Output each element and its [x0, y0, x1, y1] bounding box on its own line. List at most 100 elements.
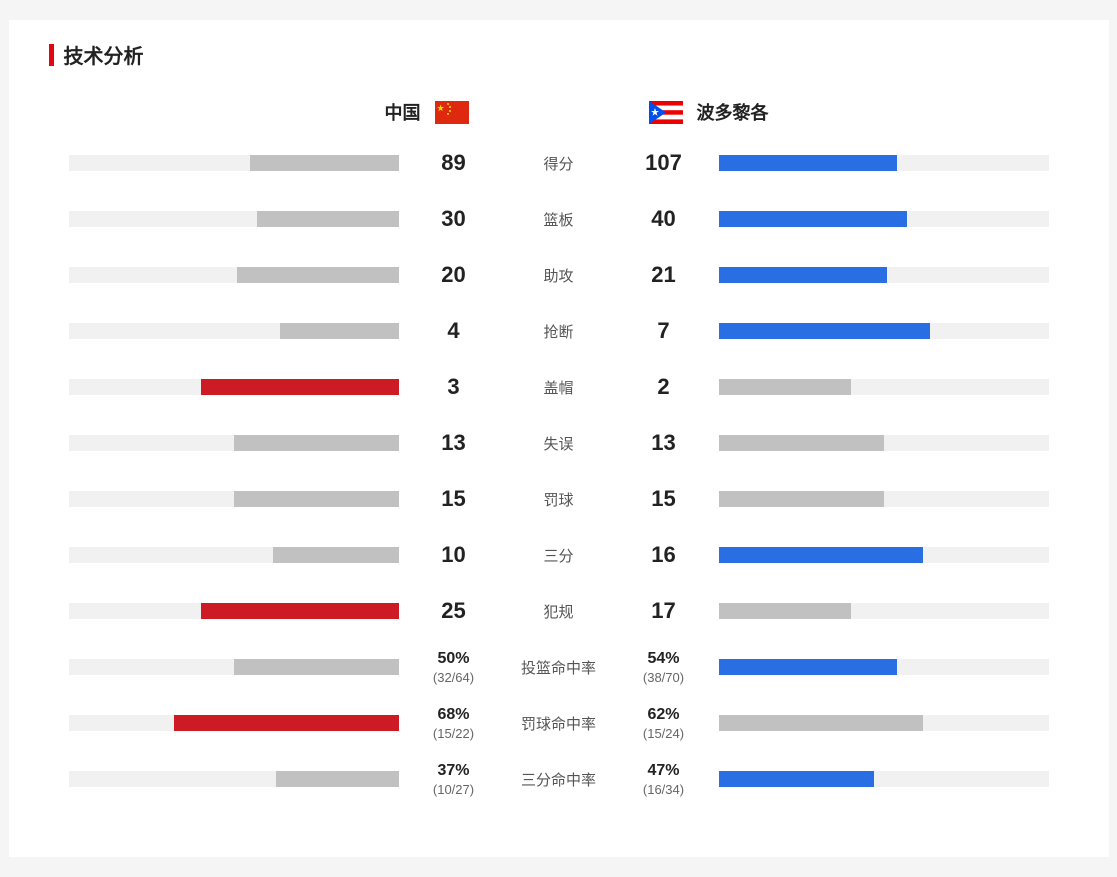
value-right-main: 7	[657, 318, 669, 344]
value-left: 30	[409, 206, 499, 232]
bar-fill-left	[273, 547, 398, 563]
stat-row: 25 犯规17	[49, 593, 1069, 629]
stat-row: 37%(10/27)三分命中率47%(16/34)	[49, 761, 1069, 797]
value-left: 4	[409, 318, 499, 344]
value-left-main: 37%	[437, 762, 469, 780]
stat-label: 三分命中率	[499, 769, 619, 790]
value-right-main: 15	[651, 486, 675, 512]
value-right: 62% (15/24)	[619, 706, 709, 741]
value-left-main: 10	[441, 542, 465, 568]
value-right: 40	[619, 206, 709, 232]
bar-track-left	[69, 267, 399, 283]
bar-track-left	[69, 435, 399, 451]
bar-fill-left	[280, 323, 399, 339]
value-right-sub: (15/24)	[643, 726, 684, 741]
stat-label: 失误	[499, 433, 619, 454]
bar-track-right	[719, 211, 1049, 227]
stat-row: 4抢断 7	[49, 313, 1069, 349]
bar-fill-left	[234, 659, 399, 675]
value-left: 37% (10/27)	[409, 762, 499, 797]
team-right-name: 波多黎各	[697, 99, 769, 125]
value-right-main: 13	[651, 430, 675, 456]
stat-label: 三分	[499, 545, 619, 566]
stat-label: 抢断	[499, 321, 619, 342]
stats-panel: 技术分析 中国	[9, 20, 1109, 857]
team-left-name: 中国	[385, 99, 421, 125]
bar-track-left	[69, 659, 399, 675]
bar-fill-right	[719, 211, 907, 227]
bar-fill-left	[234, 435, 399, 451]
bar-fill-right	[719, 323, 930, 339]
value-left: 15	[409, 486, 499, 512]
stat-label: 罚球	[499, 489, 619, 510]
stat-row: 20助攻21	[49, 257, 1069, 293]
stat-label: 助攻	[499, 265, 619, 286]
bar-track-left	[69, 323, 399, 339]
bar-fill-right	[719, 491, 884, 507]
value-left: 68% (15/22)	[409, 706, 499, 741]
value-left-sub: (15/22)	[433, 726, 474, 741]
value-left: 89	[409, 150, 499, 176]
value-left-sub: (32/64)	[433, 670, 474, 685]
value-right: 54% (38/70)	[619, 650, 709, 685]
stat-label: 罚球命中率	[499, 713, 619, 734]
bar-fill-right	[719, 771, 874, 787]
stat-row: 89得分107	[49, 145, 1069, 181]
bar-fill-left	[237, 267, 399, 283]
value-right: 17	[619, 598, 709, 624]
value-left: 10	[409, 542, 499, 568]
bar-track-left	[69, 155, 399, 171]
value-right-main: 2	[657, 374, 669, 400]
value-right-sub: (38/70)	[643, 670, 684, 685]
stat-row: 68% (15/22) 罚球命中率 62% (15/24)	[49, 705, 1069, 741]
teams-header: 中国	[49, 99, 1069, 125]
bar-track-right	[719, 659, 1049, 675]
stat-label: 盖帽	[499, 377, 619, 398]
stat-row: 3 盖帽 2	[49, 369, 1069, 405]
value-left-main: 30	[441, 206, 465, 232]
value-right-main: 47%	[647, 762, 679, 780]
bar-fill-right	[719, 547, 924, 563]
bar-fill-left	[250, 155, 399, 171]
value-left-sub: (10/27)	[433, 782, 474, 797]
bar-track-right	[719, 323, 1049, 339]
value-left-main: 68%	[437, 706, 469, 724]
bar-fill-left	[201, 603, 399, 619]
bar-fill-right	[719, 267, 887, 283]
value-left-main: 3	[447, 374, 459, 400]
value-left-main: 89	[441, 150, 465, 176]
value-right: 7	[619, 318, 709, 344]
flag-puerto-rico-icon	[649, 101, 683, 124]
value-right-main: 54%	[647, 650, 679, 668]
bar-track-right	[719, 491, 1049, 507]
bar-track-right	[719, 155, 1049, 171]
value-right: 13	[619, 430, 709, 456]
bar-fill-left	[276, 771, 398, 787]
bar-fill-right	[719, 603, 851, 619]
team-right: 波多黎各	[649, 99, 1049, 125]
bar-fill-right	[719, 155, 897, 171]
bar-track-left	[69, 547, 399, 563]
stat-label: 犯规	[499, 601, 619, 622]
value-left: 50%(32/64)	[409, 650, 499, 685]
title-accent-bar	[49, 44, 54, 66]
value-left: 3	[409, 374, 499, 400]
bar-fill-right	[719, 379, 851, 395]
bar-track-right	[719, 771, 1049, 787]
bar-fill-left	[257, 211, 399, 227]
value-right-main: 21	[651, 262, 675, 288]
bar-fill-right	[719, 715, 924, 731]
stat-row: 10三分16	[49, 537, 1069, 573]
value-right: 21	[619, 262, 709, 288]
bar-track-left	[69, 603, 399, 619]
stat-row: 15 罚球 15	[49, 481, 1069, 517]
bar-track-left	[69, 379, 399, 395]
value-right: 15	[619, 486, 709, 512]
bar-track-right	[719, 379, 1049, 395]
value-left-main: 25	[441, 598, 465, 624]
stat-label: 篮板	[499, 209, 619, 230]
value-left-main: 15	[441, 486, 465, 512]
stat-row: 13失误13	[49, 425, 1069, 461]
value-right-main: 62%	[647, 706, 679, 724]
bar-fill-left	[201, 379, 399, 395]
